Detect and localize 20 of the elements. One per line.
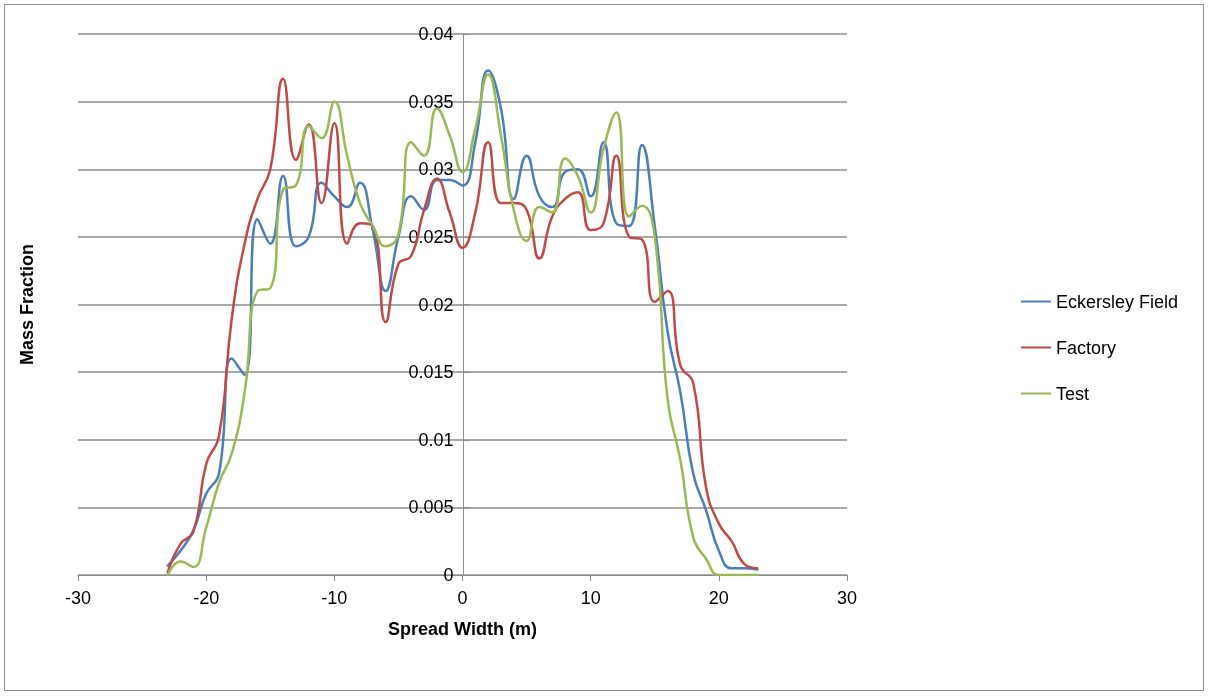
x-tick-label: 0 [457, 588, 468, 608]
legend-label: Eckersley Field [1055, 291, 1179, 312]
y-axis-title: Mass Fraction [17, 243, 37, 366]
x-tick-label: 20 [708, 588, 729, 608]
y-tick-label: 0.015 [408, 362, 454, 383]
y-tick-label: 0.03 [418, 159, 454, 180]
y-tick-label: 0.04 [418, 24, 454, 44]
legend-label: Test [1055, 383, 1089, 404]
y-tick-label: 0.01 [418, 429, 454, 450]
x-tick-label: 30 [836, 588, 858, 608]
x-axis-title: Spread Width (m) [388, 619, 537, 639]
y-tick-label: 0.035 [408, 91, 454, 112]
y-tick-label: 0.005 [408, 497, 454, 518]
y-tick-label: 0 [443, 565, 454, 585]
x-tick-label: 10 [580, 588, 601, 608]
legend-label: Factory [1055, 337, 1116, 358]
x-tick-label: -10 [321, 588, 348, 608]
x-tick-label: -30 [64, 588, 92, 608]
x-tick-label: -20 [193, 588, 220, 608]
y-tick-label: 0.02 [418, 294, 454, 315]
